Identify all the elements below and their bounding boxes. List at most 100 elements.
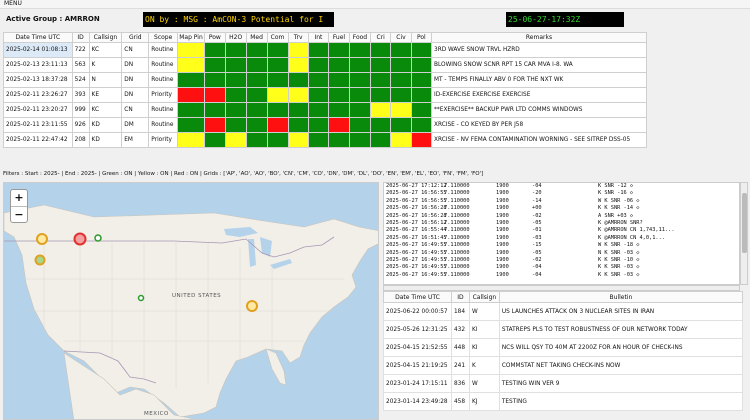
table-row[interactable]: 2025-02-11 23:11:55 926 KD DM Routine XRCISE … xyxy=(3,117,647,133)
log-row[interactable]: 2025-06-27 16:49:55 7.110000 1900 -04 K K SN… xyxy=(384,264,739,271)
map-label-mexico: MEXICO xyxy=(144,411,169,417)
column-header[interactable]: Med xyxy=(245,32,268,43)
column-header[interactable]: Map Pin xyxy=(177,32,205,43)
column-header[interactable]: Pol xyxy=(410,32,433,43)
log-row[interactable]: 2025-06-27 16:56:28 7.110000 1900 +00 K K SN… xyxy=(384,205,739,212)
menu-label[interactable]: MENU xyxy=(4,0,22,7)
column-header[interactable]: Trv xyxy=(287,32,309,43)
cell-call: KC xyxy=(88,102,123,118)
log-cell: W K SNR -06 ◇ xyxy=(598,197,640,204)
cell-grid: EM xyxy=(121,132,150,148)
status-cell xyxy=(390,117,412,133)
column-header[interactable]: Scope xyxy=(148,32,179,43)
table-row[interactable]: 2025-06-22 00:00:57 184 W US LAUNCHES ATTAC… xyxy=(383,302,744,321)
column-header[interactable]: Pow xyxy=(203,32,226,43)
zoom-control[interactable]: + − xyxy=(10,189,28,223)
status-cell xyxy=(328,102,350,118)
log-cell: 2025-06-27 16:56:55 xyxy=(386,190,447,197)
bulletin-cell: KI xyxy=(468,338,500,357)
log-cell: 1900 xyxy=(496,212,509,219)
log-row[interactable]: 2025-06-27 16:49:55 7.110000 1900 -15 W K SN… xyxy=(384,242,739,249)
bulletin-cell: 2025-04-15 21:19:25 xyxy=(383,356,452,375)
status-cell xyxy=(307,87,330,103)
log-cell: 2025-06-27 17:12:12 xyxy=(386,183,447,189)
menu-bar[interactable]: MENU xyxy=(0,0,750,9)
cell-scope: Priority xyxy=(148,132,179,148)
column-header[interactable]: Grid xyxy=(121,32,150,43)
table-row[interactable]: 2025-02-11 23:20:27 999 KC CN Routine **EXERC… xyxy=(3,102,647,118)
table-row[interactable]: 2025-04-15 21:19:25 241 K COMMSTAT NET TAKI… xyxy=(383,356,744,375)
table-row[interactable]: 2023-01-14 23:49:28 458 KJ TESTING xyxy=(383,392,744,411)
log-horizontal-scrollbar[interactable] xyxy=(383,285,740,291)
log-cell: 7.110000 xyxy=(444,264,470,271)
land-mexico xyxy=(63,352,196,419)
log-cell: 7.110000 xyxy=(444,197,470,204)
column-header[interactable]: Callsign xyxy=(88,32,123,43)
bulletin-cell: 184 xyxy=(450,302,470,321)
log-cell: 7.110000 xyxy=(444,212,470,219)
log-vertical-scrollbar[interactable] xyxy=(740,182,748,285)
cell-remarks: MT - TEMPS FINALLY ABV 0 FOR THE NXT WK xyxy=(431,72,647,88)
status-cell xyxy=(307,117,330,133)
cell-grid: CN xyxy=(121,102,150,118)
log-row[interactable]: 2025-06-27 17:12:12 7.110000 1900 -04 K SNR … xyxy=(384,183,739,190)
table-row[interactable]: 2025-05-26 12:31:25 432 KI STATREPS PLS TO … xyxy=(383,320,744,339)
bulletin-cell: COMMSTAT NET TAKING CHECK-INS NOW xyxy=(498,356,744,375)
map-canvas[interactable] xyxy=(4,183,379,420)
log-row[interactable]: 2025-06-27 16:56:55 7.110000 1900 -14 W K SN… xyxy=(384,198,739,205)
log-row[interactable]: 2025-06-27 16:49:55 7.110000 1900 -04 K K SN… xyxy=(384,272,739,279)
status-cell xyxy=(348,87,371,103)
log-row[interactable]: 2025-06-27 16:51:45 7.110000 1900 -03 K @AMR… xyxy=(384,235,739,242)
statrep-table[interactable]: Date Time UTC ID Callsign Grid Scope Map Pin P… xyxy=(3,32,647,148)
column-header[interactable]: ID xyxy=(71,32,90,43)
column-header[interactable]: Civ xyxy=(390,32,412,43)
status-cell xyxy=(266,117,289,133)
column-header[interactable]: ID xyxy=(450,291,470,303)
cell-id: 208 xyxy=(71,132,90,148)
cell-remarks: BLOWING SNOW SCNR RPT 15 CAR MVA I-8. WA xyxy=(431,57,647,73)
cell-grid: DN xyxy=(121,72,150,88)
column-header[interactable]: Fuel xyxy=(328,32,350,43)
column-header[interactable]: Callsign xyxy=(468,291,500,303)
table-row[interactable]: 2025-04-15 21:52:55 448 KI NCS WILL QSY TO … xyxy=(383,338,744,357)
column-header[interactable]: H2O xyxy=(224,32,247,43)
log-row[interactable]: 2025-06-27 16:55:44 7.110000 1900 -01 K @AMR… xyxy=(384,227,739,234)
log-row[interactable]: 2025-06-27 16:56:55 7.110000 1900 -20 K SNR … xyxy=(384,190,739,197)
log-row[interactable]: 2025-06-27 16:56:12 7.110000 1900 -05 K @AMR… xyxy=(384,220,739,227)
column-header[interactable]: Date Time UTC xyxy=(3,32,73,43)
log-row[interactable]: 2025-06-27 16:49:55 7.110000 1900 -02 K K SN… xyxy=(384,257,739,264)
status-cell xyxy=(224,57,247,73)
table-row[interactable]: 2025-02-13 23:11:13 563 K DN Routine BLOWING … xyxy=(3,57,647,73)
log-cell: -02 xyxy=(532,212,542,219)
log-row[interactable]: 2025-06-27 16:49:55 7.110000 1900 -05 N K SN… xyxy=(384,250,739,257)
column-header[interactable]: Cri xyxy=(369,32,392,43)
table-row[interactable]: 2025-02-11 23:26:27 393 KE DN Priority ID-EXE… xyxy=(3,87,647,103)
status-cell xyxy=(203,42,226,58)
scroll-thumb[interactable] xyxy=(742,193,747,253)
status-cell xyxy=(369,72,392,88)
column-header[interactable]: Date Time UTC xyxy=(383,291,452,303)
message-log[interactable]: 2025-06-27 17:12:12 7.110000 1900 -04 K SNR … xyxy=(383,182,740,285)
map-panel[interactable]: + − UNITED STATES MEXICO xyxy=(3,182,379,420)
bulletin-table[interactable]: Date Time UTC ID Callsign Bulletin 2025-06-… xyxy=(383,291,744,411)
column-header[interactable]: Remarks xyxy=(431,32,647,43)
log-row[interactable]: 2025-06-27 16:56:28 7.110000 1900 -02 A SNR … xyxy=(384,213,739,220)
zoom-out-button[interactable]: − xyxy=(11,206,27,222)
status-cell xyxy=(328,87,350,103)
log-cell: 2025-06-27 16:56:55 xyxy=(386,197,447,204)
zoom-in-button[interactable]: + xyxy=(14,191,24,204)
map-pins xyxy=(34,232,258,312)
status-cell xyxy=(410,72,433,88)
column-header[interactable]: Int xyxy=(307,32,330,43)
table-row[interactable]: 2023-01-24 17:15:11 836 W TESTING WIN VER 9 xyxy=(383,374,744,393)
column-header[interactable]: Food xyxy=(348,32,371,43)
log-cell: A SNR +03 ◇ xyxy=(598,212,634,219)
column-header[interactable]: Com xyxy=(266,32,289,43)
column-header[interactable]: Bulletin xyxy=(498,291,744,303)
log-cell: 2025-06-27 16:49:55 xyxy=(386,242,447,249)
log-cell: 1900 xyxy=(496,271,509,278)
log-cell: -02 xyxy=(532,256,542,263)
table-row[interactable]: 2025-02-11 22:47:42 208 KD EM Priority XRCISE… xyxy=(3,132,647,148)
table-row[interactable]: 2025-02-13 18:37:28 524 N DN Routine MT - TEM… xyxy=(3,72,647,88)
table-row[interactable]: 2025-02-14 01:08:13 722 KC CN Routine 3RD WAV… xyxy=(3,42,647,58)
